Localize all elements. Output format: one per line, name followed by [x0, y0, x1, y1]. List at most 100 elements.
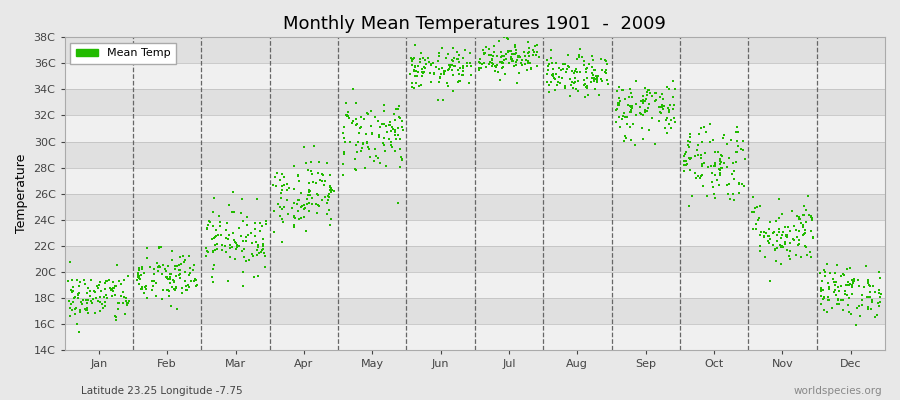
- Point: [609, 107, 624, 113]
- Point: [655, 106, 670, 112]
- Point: [354, 114, 368, 120]
- Point: [138, 284, 152, 290]
- Point: [488, 63, 502, 69]
- Point: [345, 120, 359, 126]
- Point: [569, 86, 583, 92]
- Point: [489, 64, 503, 70]
- Point: [280, 187, 294, 193]
- Point: [515, 56, 529, 63]
- Point: [628, 141, 643, 148]
- Point: [256, 243, 271, 249]
- Point: [624, 107, 638, 114]
- Point: [235, 247, 249, 254]
- Point: [612, 102, 626, 108]
- Point: [599, 77, 614, 84]
- Point: [498, 71, 512, 78]
- Point: [479, 44, 493, 50]
- Point: [730, 124, 744, 131]
- Point: [830, 301, 844, 307]
- Point: [247, 274, 261, 280]
- Point: [652, 104, 667, 110]
- Point: [406, 56, 420, 63]
- Point: [99, 278, 113, 284]
- Point: [230, 244, 244, 250]
- Point: [206, 278, 220, 285]
- Point: [103, 285, 117, 291]
- Point: [748, 205, 762, 211]
- Point: [542, 60, 556, 67]
- Point: [73, 306, 87, 313]
- Point: [688, 153, 702, 160]
- Point: [659, 117, 673, 124]
- Point: [371, 118, 385, 124]
- Point: [451, 67, 465, 74]
- Point: [745, 194, 760, 200]
- Point: [821, 296, 835, 303]
- Point: [722, 181, 736, 187]
- Point: [89, 295, 104, 301]
- Point: [584, 70, 598, 77]
- Point: [847, 278, 861, 284]
- Point: [579, 69, 593, 75]
- Point: [451, 79, 465, 85]
- Point: [583, 79, 598, 85]
- Point: [494, 53, 508, 60]
- Point: [208, 242, 222, 248]
- Point: [347, 156, 362, 162]
- Point: [432, 50, 446, 57]
- Point: [277, 182, 292, 188]
- Point: [249, 239, 264, 246]
- Point: [571, 88, 585, 94]
- Point: [508, 59, 523, 65]
- Point: [611, 102, 625, 108]
- Point: [772, 226, 787, 233]
- Point: [72, 290, 86, 296]
- Point: [591, 73, 606, 80]
- Point: [151, 268, 166, 274]
- Point: [482, 61, 496, 67]
- Point: [757, 233, 771, 240]
- Point: [312, 203, 327, 210]
- Point: [181, 282, 195, 288]
- Point: [618, 114, 633, 120]
- Point: [617, 138, 632, 144]
- Point: [410, 73, 424, 80]
- Point: [515, 62, 529, 68]
- Point: [515, 57, 529, 64]
- Point: [377, 135, 392, 142]
- Point: [268, 173, 283, 180]
- Point: [500, 36, 515, 42]
- Point: [209, 233, 223, 240]
- Point: [388, 148, 402, 155]
- Point: [320, 200, 334, 207]
- Point: [87, 289, 102, 295]
- Point: [794, 220, 808, 226]
- Point: [680, 142, 695, 148]
- Point: [410, 80, 424, 86]
- Point: [97, 280, 112, 286]
- Point: [307, 142, 321, 149]
- Point: [237, 254, 251, 260]
- Point: [79, 300, 94, 306]
- Bar: [65, 168, 885, 194]
- Point: [706, 184, 720, 190]
- Point: [212, 223, 227, 230]
- Point: [160, 287, 175, 294]
- Point: [109, 283, 123, 290]
- Point: [752, 232, 767, 238]
- Point: [108, 314, 122, 320]
- Point: [696, 183, 710, 189]
- Point: [786, 236, 800, 243]
- Point: [358, 165, 373, 172]
- Point: [287, 214, 302, 220]
- Point: [178, 257, 193, 263]
- Point: [386, 126, 400, 132]
- Bar: [65, 246, 885, 272]
- Point: [822, 284, 836, 290]
- Point: [697, 124, 711, 131]
- Point: [410, 69, 425, 75]
- Point: [63, 313, 77, 319]
- Point: [432, 52, 446, 59]
- Point: [364, 130, 379, 136]
- Point: [750, 203, 764, 210]
